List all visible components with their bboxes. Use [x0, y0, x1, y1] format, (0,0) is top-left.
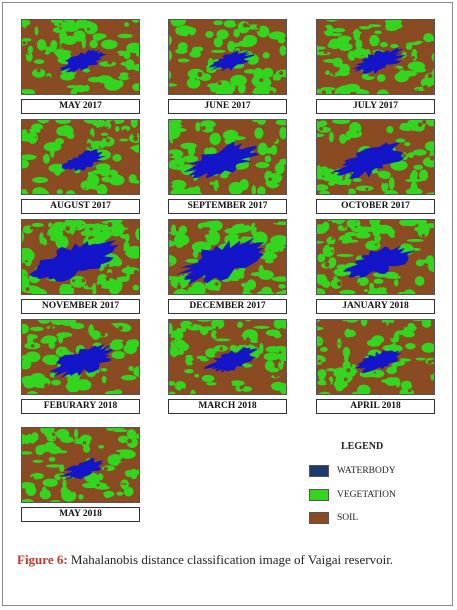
classification-map: [21, 119, 140, 195]
map-label: NOVEMBER 2017: [21, 299, 140, 314]
classification-map: [21, 19, 140, 95]
classification-map: [316, 19, 435, 95]
map-label: JANUARY 2018: [316, 299, 435, 314]
classification-map: [168, 319, 287, 395]
map-label: MARCH 2018: [168, 399, 287, 414]
map-label: APRIL 2018: [316, 399, 435, 414]
legend-label: WATERBODY: [337, 466, 396, 476]
figure-frame: MAY 2017 JUNE 2017 JULY 2017 AUGUST 2017…: [2, 2, 453, 606]
map-label: SEPTEMBER 2017: [168, 199, 287, 214]
legend-title: LEGEND: [341, 441, 384, 452]
map-label: JULY 2017: [316, 99, 435, 114]
classification-map: [21, 427, 140, 503]
caption-label: Figure 6:: [17, 552, 68, 567]
soil-swatch: [309, 512, 329, 524]
figure-caption: Figure 6: Mahalanobis distance classific…: [17, 550, 442, 569]
map-label: MAY 2018: [21, 507, 140, 522]
map-label: MAY 2017: [21, 99, 140, 114]
classification-map: [21, 219, 140, 295]
caption-text: Mahalanobis distance classification imag…: [67, 552, 394, 567]
map-label: DECEMBER 2017: [168, 299, 287, 314]
map-label: JUNE 2017: [168, 99, 287, 114]
classification-map: [316, 119, 435, 195]
classification-map: [168, 19, 287, 95]
classification-map: [168, 119, 287, 195]
map-label: AUGUST 2017: [21, 199, 140, 214]
classification-map: [21, 319, 140, 395]
legend-label: SOIL: [337, 513, 359, 523]
map-label: OCTOBER 2017: [316, 199, 435, 214]
classification-map: [168, 219, 287, 295]
classification-map: [316, 319, 435, 395]
waterbody-swatch: [309, 465, 329, 477]
classification-map: [316, 219, 435, 295]
legend-label: VEGETATION: [337, 490, 396, 500]
vegetation-swatch: [309, 489, 329, 501]
map-label: FEBURARY 2018: [21, 399, 140, 414]
